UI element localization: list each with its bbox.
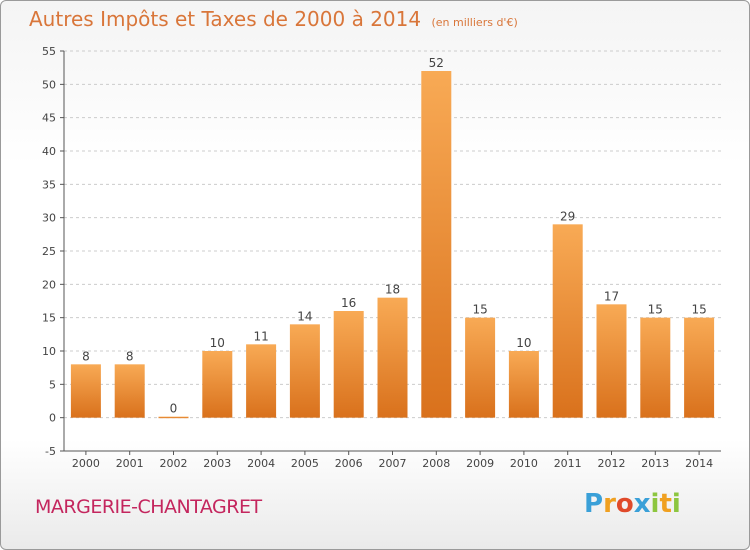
logo-letter: x (633, 489, 651, 519)
bar-2012 (596, 304, 627, 418)
data-label-2001: 8 (126, 349, 134, 363)
x-tick-label-2007: 2007 (379, 457, 407, 470)
y-tick-label: 25 (42, 245, 56, 258)
logo-letter: P (584, 489, 604, 519)
commune-name: MARGERIE-CHANTAGRET (35, 496, 262, 518)
data-label-2002: 0 (170, 402, 178, 416)
x-tick-label-2012: 2012 (598, 457, 626, 470)
x-tick-label-2004: 2004 (247, 457, 275, 470)
bar-2008 (421, 71, 452, 418)
y-tick-label: 10 (42, 345, 56, 358)
logo-letter: r (603, 489, 616, 519)
chart-title-text: Autres Impôts et Taxes de 2000 à 2014 (29, 7, 422, 31)
data-label-2008: 52 (429, 56, 444, 70)
data-label-2007: 18 (385, 283, 400, 297)
bar-2006 (333, 311, 364, 418)
logo-letter: t (659, 489, 672, 519)
x-tick-label-2010: 2010 (510, 457, 538, 470)
y-tick-label: 55 (42, 45, 56, 58)
data-label-2013: 15 (648, 303, 663, 317)
data-label-2004: 11 (253, 329, 268, 343)
data-label-2012: 17 (604, 289, 619, 303)
x-tick-label-2011: 2011 (554, 457, 582, 470)
x-tick-labels: 2000 2001 2002 2003 2004 2005 2006 2007 2008 2009… (72, 451, 713, 470)
data-label-2000: 8 (82, 349, 90, 363)
x-tick-label-2014: 2014 (685, 457, 713, 470)
data-label-2005: 14 (297, 309, 312, 323)
data-label-2009: 15 (472, 303, 487, 317)
bar-2009 (465, 317, 496, 418)
bar-2003 (202, 351, 233, 418)
bars (70, 71, 715, 419)
y-tick-label: 45 (42, 112, 56, 125)
y-tick-label: 30 (42, 212, 56, 225)
y-tick-label: 20 (42, 278, 56, 291)
bar-2004 (246, 344, 277, 418)
bar-2014 (684, 317, 715, 418)
y-tick-label: 0 (49, 412, 56, 425)
x-tick-label-2000: 2000 (72, 457, 100, 470)
x-tick-label-2009: 2009 (466, 457, 494, 470)
data-labels: 8 8 0 10 11 14 16 18 52 15 10 29 17 15 15 (82, 56, 707, 416)
chart-title: Autres Impôts et Taxes de 2000 à 2014 (e… (29, 7, 518, 31)
data-label-2014: 15 (691, 303, 706, 317)
y-tick-label: 5 (49, 378, 56, 391)
y-tick-labels: -5 0 5 10 15 20 25 30 35 40 45 50 55 (42, 45, 56, 458)
x-tick-label-2013: 2013 (641, 457, 669, 470)
bar-2002 (158, 416, 189, 419)
chart-subtitle: (en milliers d'€) (431, 16, 518, 29)
data-label-2011: 29 (560, 209, 575, 223)
y-tick-label: -5 (45, 445, 56, 458)
proxiti-logo: Proxiti (584, 489, 681, 519)
bar-2010 (508, 351, 539, 418)
y-tick-label: 15 (42, 312, 56, 325)
x-tick-label-2008: 2008 (422, 457, 450, 470)
x-tick-label-2003: 2003 (203, 457, 231, 470)
data-label-2003: 10 (210, 336, 225, 350)
bar-2000 (70, 364, 101, 418)
bar-2007 (377, 297, 408, 418)
bar-2013 (640, 317, 671, 418)
logo-letter: o (615, 489, 634, 519)
bar-2005 (289, 324, 320, 418)
x-tick-label-2006: 2006 (335, 457, 363, 470)
x-tick-label-2001: 2001 (116, 457, 144, 470)
logo-letter: i (671, 489, 681, 519)
y-tick-label: 50 (42, 78, 56, 91)
bar-2011 (552, 224, 583, 418)
x-tick-label-2002: 2002 (160, 457, 188, 470)
logo-letter: i (650, 489, 660, 519)
y-tick-label: 35 (42, 178, 56, 191)
data-label-2010: 10 (516, 336, 531, 350)
data-label-2006: 16 (341, 296, 356, 310)
y-tick-label: 40 (42, 145, 56, 158)
bar-2001 (114, 364, 145, 418)
x-tick-label-2005: 2005 (291, 457, 319, 470)
